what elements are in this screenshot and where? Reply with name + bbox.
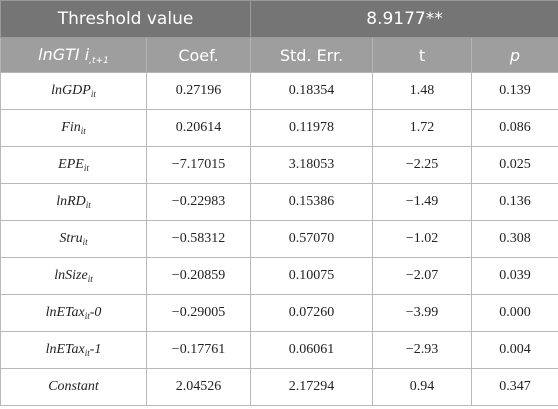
std-err-cell: 0.10075 bbox=[250, 257, 373, 295]
dependent-variable-subscript: ,t+1 bbox=[89, 55, 109, 66]
std-err-cell: 0.57070 bbox=[250, 220, 373, 258]
threshold-label: Threshold value bbox=[0, 0, 251, 38]
threshold-row: Threshold value 8.9177** bbox=[0, 0, 558, 38]
t-cell: 1.48 bbox=[372, 72, 472, 110]
std-err-cell: 2.17294 bbox=[250, 368, 373, 406]
std-err-cell: 0.11978 bbox=[250, 109, 373, 147]
variable-cell: Constant bbox=[0, 368, 147, 406]
table-row: lnRDit −0.22983 0.15386 −1.49 0.136 bbox=[0, 183, 558, 221]
variable-cell: lnRDit bbox=[0, 183, 147, 221]
variable-suffix: -0 bbox=[89, 305, 102, 320]
std-err-cell: 0.06061 bbox=[250, 331, 373, 369]
variable-subscript: it bbox=[87, 274, 93, 284]
p-cell: 0.347 bbox=[471, 368, 558, 406]
table-row: Constant 2.04526 2.17294 0.94 0.347 bbox=[0, 368, 558, 406]
table-row: lnETaxit-1 −0.17761 0.06061 −2.93 0.004 bbox=[0, 331, 558, 369]
variable-name: Fin bbox=[61, 120, 81, 135]
coef-cell: 0.20614 bbox=[146, 109, 251, 147]
t-cell: −3.99 bbox=[372, 294, 472, 332]
std-err-cell: 0.18354 bbox=[250, 72, 373, 110]
t-cell: −2.93 bbox=[372, 331, 472, 369]
std-err-cell: 0.15386 bbox=[250, 183, 373, 221]
table-row: EPEit −7.17015 3.18053 −2.25 0.025 bbox=[0, 146, 558, 184]
coef-header: Coef. bbox=[146, 37, 251, 73]
p-cell: 0.039 bbox=[471, 257, 558, 295]
p-cell: 0.025 bbox=[471, 146, 558, 184]
t-header: t bbox=[372, 37, 472, 73]
std-err-cell: 0.07260 bbox=[250, 294, 373, 332]
t-cell: 1.72 bbox=[372, 109, 472, 147]
variable-name: lnRD bbox=[56, 194, 86, 209]
variable-subscript: it bbox=[82, 237, 88, 247]
t-cell: −1.49 bbox=[372, 183, 472, 221]
variable-cell: lnGDPit bbox=[0, 72, 147, 110]
std-err-header: Std. Err. bbox=[250, 37, 373, 73]
coef-cell: 2.04526 bbox=[146, 368, 251, 406]
table-row: lnGDPit 0.27196 0.18354 1.48 0.139 bbox=[0, 72, 558, 110]
variable-subscript: it bbox=[90, 89, 96, 99]
coef-cell: −0.20859 bbox=[146, 257, 251, 295]
table-row: lnETaxit-0 −0.29005 0.07260 −3.99 0.000 bbox=[0, 294, 558, 332]
variable-cell: lnSizeit bbox=[0, 257, 147, 295]
p-cell: 0.139 bbox=[471, 72, 558, 110]
t-cell: −2.07 bbox=[372, 257, 472, 295]
t-cell: 0.94 bbox=[372, 368, 472, 406]
variable-name: Stru bbox=[59, 231, 83, 246]
t-cell: −1.02 bbox=[372, 220, 472, 258]
coef-cell: −0.22983 bbox=[146, 183, 251, 221]
p-cell: 0.308 bbox=[471, 220, 558, 258]
variable-name: lnETax bbox=[45, 342, 85, 357]
t-cell: −2.25 bbox=[372, 146, 472, 184]
variable-cell: lnETaxit-0 bbox=[0, 294, 147, 332]
column-header-row: lnGTI i,t+1 Coef. Std. Err. t p bbox=[0, 37, 558, 73]
variable-cell: lnETaxit-1 bbox=[0, 331, 147, 369]
variable-name: lnETax bbox=[45, 305, 85, 320]
threshold-value: 8.9177** bbox=[250, 0, 558, 38]
dependent-variable-name: lnGTI i bbox=[38, 44, 90, 64]
coef-cell: −0.17761 bbox=[146, 331, 251, 369]
variable-suffix: -1 bbox=[89, 342, 102, 357]
table-row: Struit −0.58312 0.57070 −1.02 0.308 bbox=[0, 220, 558, 258]
variable-name: EPE bbox=[58, 157, 84, 172]
variable-subscript: it bbox=[85, 200, 91, 210]
dependent-variable-header: lnGTI i,t+1 bbox=[0, 37, 147, 73]
variable-name: lnSize bbox=[54, 268, 88, 283]
coef-cell: −0.58312 bbox=[146, 220, 251, 258]
table-row: Finit 0.20614 0.11978 1.72 0.086 bbox=[0, 109, 558, 147]
p-cell: 0.086 bbox=[471, 109, 558, 147]
variable-cell: EPEit bbox=[0, 146, 147, 184]
p-header: p bbox=[471, 37, 558, 73]
table-row: lnSizeit −0.20859 0.10075 −2.07 0.039 bbox=[0, 257, 558, 295]
coef-cell: 0.27196 bbox=[146, 72, 251, 110]
coef-cell: −0.29005 bbox=[146, 294, 251, 332]
p-cell: 0.136 bbox=[471, 183, 558, 221]
p-cell: 0.004 bbox=[471, 331, 558, 369]
variable-cell: Finit bbox=[0, 109, 147, 147]
std-err-cell: 3.18053 bbox=[250, 146, 373, 184]
variable-subscript: it bbox=[80, 126, 86, 136]
variable-subscript: it bbox=[83, 163, 89, 173]
coef-cell: −7.17015 bbox=[146, 146, 251, 184]
p-cell: 0.000 bbox=[471, 294, 558, 332]
variable-name: lnGDP bbox=[51, 83, 91, 98]
variable-name: Constant bbox=[48, 379, 99, 394]
variable-subscript: it bbox=[84, 311, 90, 321]
variable-cell: Struit bbox=[0, 220, 147, 258]
variable-subscript: it bbox=[84, 348, 90, 358]
